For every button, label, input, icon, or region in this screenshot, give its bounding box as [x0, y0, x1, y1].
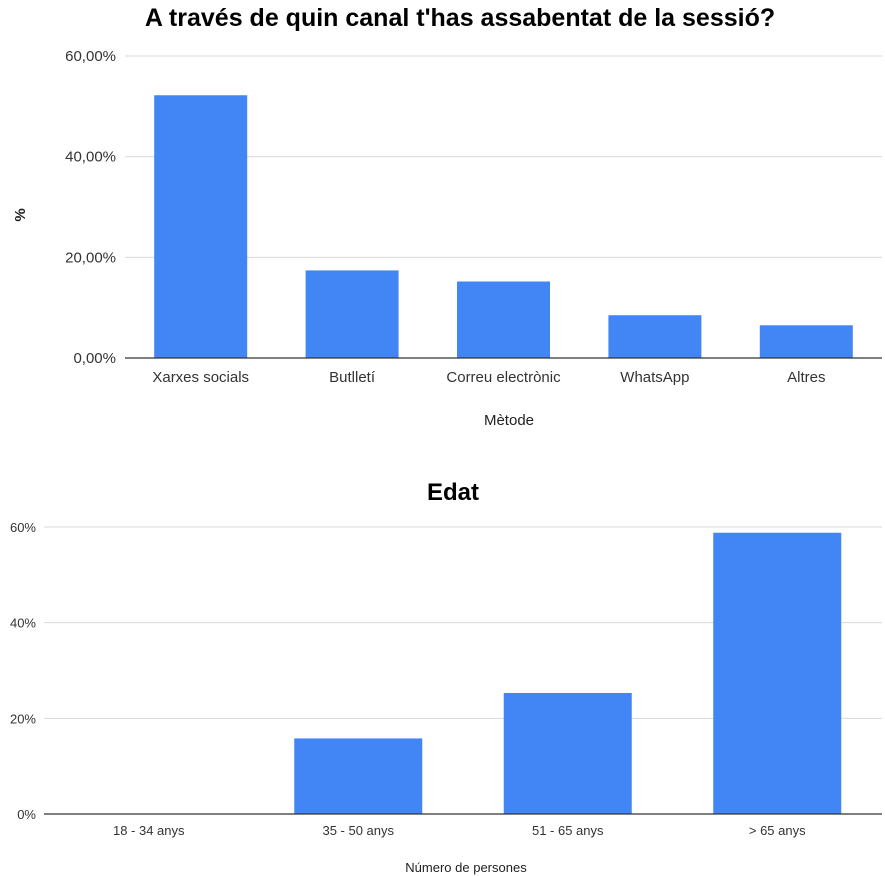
x-axis-title: Mètode: [484, 412, 534, 429]
chart-title: A través de quin canal t'has assabentat …: [145, 4, 775, 32]
bars: [44, 532, 882, 815]
x-tick-label: 51 - 65 anys: [532, 823, 604, 838]
y-axis: 0,00% 20,00% 40,00% 60,00%: [65, 48, 116, 367]
bar: [457, 281, 550, 358]
bars: [125, 95, 882, 359]
x-tick-label: WhatsApp: [620, 369, 689, 386]
y-tick-label: 60,00%: [65, 48, 116, 65]
x-axis: 18 - 34 anys 35 - 50 anys 51 - 65 anys > 65…: [113, 823, 806, 838]
x-tick-label: 35 - 50 anys: [322, 823, 394, 838]
y-tick-label: 0,00%: [73, 350, 116, 367]
chart-channels: A través de quin canal t'has assabentat …: [12, 4, 882, 429]
chart-age: Edat 0% 20% 40% 60% 18 - 34 anys 35 - 50 any…: [10, 479, 882, 875]
bar: [713, 532, 842, 814]
bar: [608, 315, 702, 358]
x-tick-label: Altres: [787, 369, 825, 386]
x-axis-title: Número de persones: [405, 860, 527, 875]
bar: [759, 325, 853, 358]
y-tick-label: 0%: [17, 807, 36, 822]
y-tick-label: 40,00%: [65, 149, 116, 166]
grid: [125, 55, 882, 258]
x-tick-label: 18 - 34 anys: [113, 823, 185, 838]
bar: [305, 270, 399, 358]
y-axis-title: %: [12, 208, 29, 221]
bar: [503, 692, 632, 814]
x-tick-label: > 65 anys: [749, 823, 806, 838]
bar: [154, 95, 248, 358]
y-axis: 0% 20% 40% 60%: [10, 520, 36, 822]
bar: [294, 738, 423, 814]
y-tick-label: 40%: [10, 616, 36, 631]
y-tick-label: 20,00%: [65, 249, 116, 266]
x-axis: Xarxes socials Butlletí Correu electrònic W…: [152, 369, 825, 386]
x-tick-label: Correu electrònic: [446, 369, 561, 386]
chart-title: Edat: [427, 479, 479, 506]
y-tick-label: 60%: [10, 520, 36, 535]
x-tick-label: Xarxes socials: [152, 369, 249, 386]
y-tick-label: 20%: [10, 711, 36, 726]
x-tick-label: Butlletí: [329, 369, 376, 386]
